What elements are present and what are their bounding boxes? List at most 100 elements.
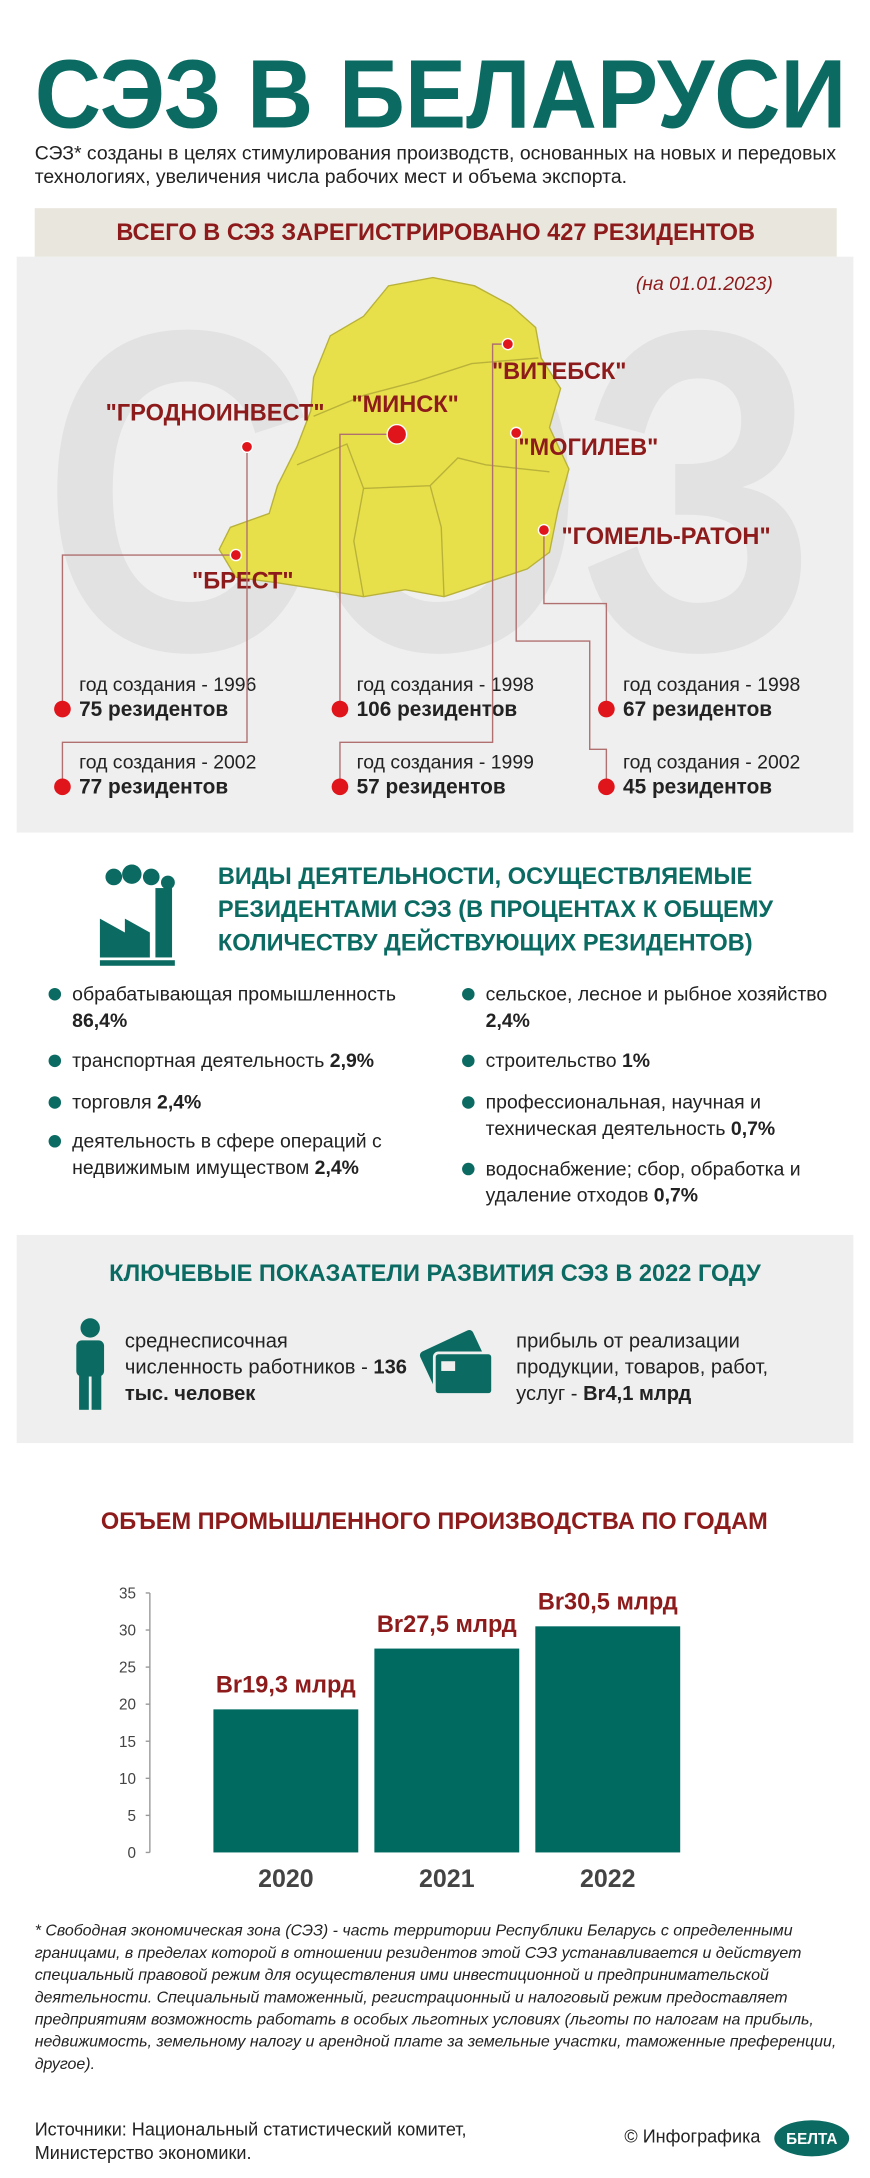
residents: 75 резидентов	[79, 698, 228, 721]
zone-name: "МОГИЛЕВ"	[518, 434, 658, 460]
border	[363, 457, 550, 490]
indicator-text: прибыль от реализации продукции, товаров…	[516, 1330, 769, 1406]
activity-text: торговля	[72, 1090, 152, 1113]
y-tick-label: 35	[119, 1586, 136, 1603]
y-tick-label: 25	[119, 1660, 136, 1677]
x-tick-label: 2020	[258, 1865, 314, 1893]
zone-point	[229, 548, 243, 562]
zone-name: "ВИТЕБСК"	[492, 358, 627, 384]
founded: год создания - 1998	[357, 674, 534, 696]
date-note: (на 01.01.2023)	[635, 271, 773, 295]
value-label: Br19,3 млрд	[216, 1672, 356, 1698]
activity-item: транспортная деятельность 2,9%	[48, 1048, 454, 1074]
activity-item: сельское, лесное и рыбное хозяйство 2,4%	[462, 981, 846, 1034]
zone-name: "БРЕСТ"	[192, 567, 294, 593]
activity-value: 2,9%	[329, 1049, 375, 1072]
residents: 106 резидентов	[357, 698, 518, 721]
indicator-value: Br4,1 млрд	[583, 1383, 692, 1406]
border	[313, 357, 539, 417]
smoke	[142, 868, 160, 886]
activity-value: 2,4%	[314, 1155, 359, 1179]
card-chip	[441, 1361, 456, 1371]
leg	[91, 1373, 102, 1410]
value-label: Br27,5 млрд	[377, 1611, 517, 1637]
card-dot	[331, 778, 349, 796]
bullet	[462, 1162, 475, 1176]
zone-point	[240, 440, 254, 454]
indicator-text: среднесписочная численность работников -	[124, 1330, 368, 1380]
y-tick-label: 5	[128, 1808, 136, 1825]
factory	[99, 918, 150, 958]
banner: ВСЕГО В СЭЗ ЗАРЕГИСТРИРОВАНО 427 РЕЗИДЕН…	[34, 208, 837, 257]
activity-item: деятельность в сфере операций с недвижим…	[48, 1128, 454, 1181]
bar-chart: 0 5 10 15 20 25 30 35 Br19,3 млрд 2020 Br27,5 млрд…	[119, 1586, 681, 1893]
y-tick-label: 15	[119, 1734, 136, 1751]
connector	[515, 432, 608, 787]
footnote: * Свободная экономическая зона (СЭЗ) - ч…	[34, 1923, 837, 2074]
founded: год создания - 2002	[79, 752, 256, 774]
activity-item: обрабатывающая промышленность 86,4%	[48, 981, 454, 1034]
person-icon	[76, 1318, 105, 1410]
y-tick-label: 0	[128, 1845, 136, 1862]
bullet	[462, 987, 475, 1001]
body	[76, 1340, 105, 1377]
founded: год создания - 1999	[357, 752, 534, 774]
chimney	[155, 888, 173, 958]
founded: год создания - 2002	[623, 752, 800, 774]
connector	[339, 433, 397, 710]
bullet	[462, 1096, 475, 1109]
y-tick-label: 20	[119, 1697, 136, 1714]
head	[80, 1318, 100, 1338]
activity-text: транспортная деятельность	[72, 1049, 325, 1072]
activity-item: профессиональная, научная и техническая …	[462, 1089, 846, 1142]
connector	[61, 446, 248, 787]
smoke	[105, 868, 123, 886]
zone-point	[501, 337, 515, 351]
zone-point	[509, 426, 523, 440]
founded: год создания - 1996	[79, 674, 256, 696]
zone-name: "ГРОДНОИНВЕСТ"	[106, 399, 325, 425]
activity-item: строительство 1%	[462, 1048, 846, 1074]
bar	[535, 1626, 681, 1853]
y-tick-label: 30	[119, 1623, 136, 1640]
leg	[79, 1373, 89, 1410]
card-dot	[598, 778, 615, 796]
smoke	[160, 875, 175, 890]
card-dot	[331, 700, 349, 718]
card-dot	[598, 700, 615, 718]
bar	[213, 1709, 359, 1853]
activity-value: 86,4%	[72, 1008, 128, 1031]
y-tick-label: 10	[119, 1771, 136, 1788]
bullet	[48, 1135, 62, 1148]
card-dot	[54, 700, 71, 718]
region-borders	[296, 357, 550, 597]
activity-text: сельское, лесное и рыбное хозяйство	[485, 982, 828, 1005]
logo: БЕЛТА	[786, 2131, 837, 2148]
connector	[61, 554, 236, 710]
x-tick-label: 2022	[580, 1865, 636, 1893]
residents: 77 резидентов	[79, 776, 228, 799]
card-icon	[419, 1330, 494, 1396]
bullet	[48, 1096, 62, 1109]
indicator: прибыль от реализации продукции, товаров…	[516, 1329, 814, 1408]
indicators-title: КЛЮЧЕВЫЕ ПОКАЗАТЕЛИ РАЗВИТИЯ СЭЗ В 2022 …	[109, 1259, 761, 1287]
residents: 67 резидентов	[623, 698, 772, 721]
zone-point	[537, 523, 551, 537]
logo-bg	[774, 2120, 850, 2157]
bullet	[48, 987, 62, 1001]
card-dot	[54, 778, 71, 796]
activity-value: 2,4%	[157, 1090, 202, 1113]
activity-value: 0,7%	[653, 1183, 699, 1206]
activities-title: ВИДЫ ДЕЯТЕЛЬНОСТИ, ОСУЩЕСТВЛЯЕМЫЕ РЕЗИДЕ…	[217, 863, 774, 957]
ground	[99, 960, 175, 966]
founded: год создания - 1998	[623, 674, 800, 696]
bullet	[48, 1054, 62, 1068]
residents: 57 резидентов	[357, 776, 506, 799]
indicator: среднесписочная численность работников -…	[125, 1329, 409, 1408]
activity-text: водоснабжение; сбор, обработка и удалени…	[485, 1157, 801, 1206]
x-tick-label: 2021	[419, 1865, 475, 1893]
